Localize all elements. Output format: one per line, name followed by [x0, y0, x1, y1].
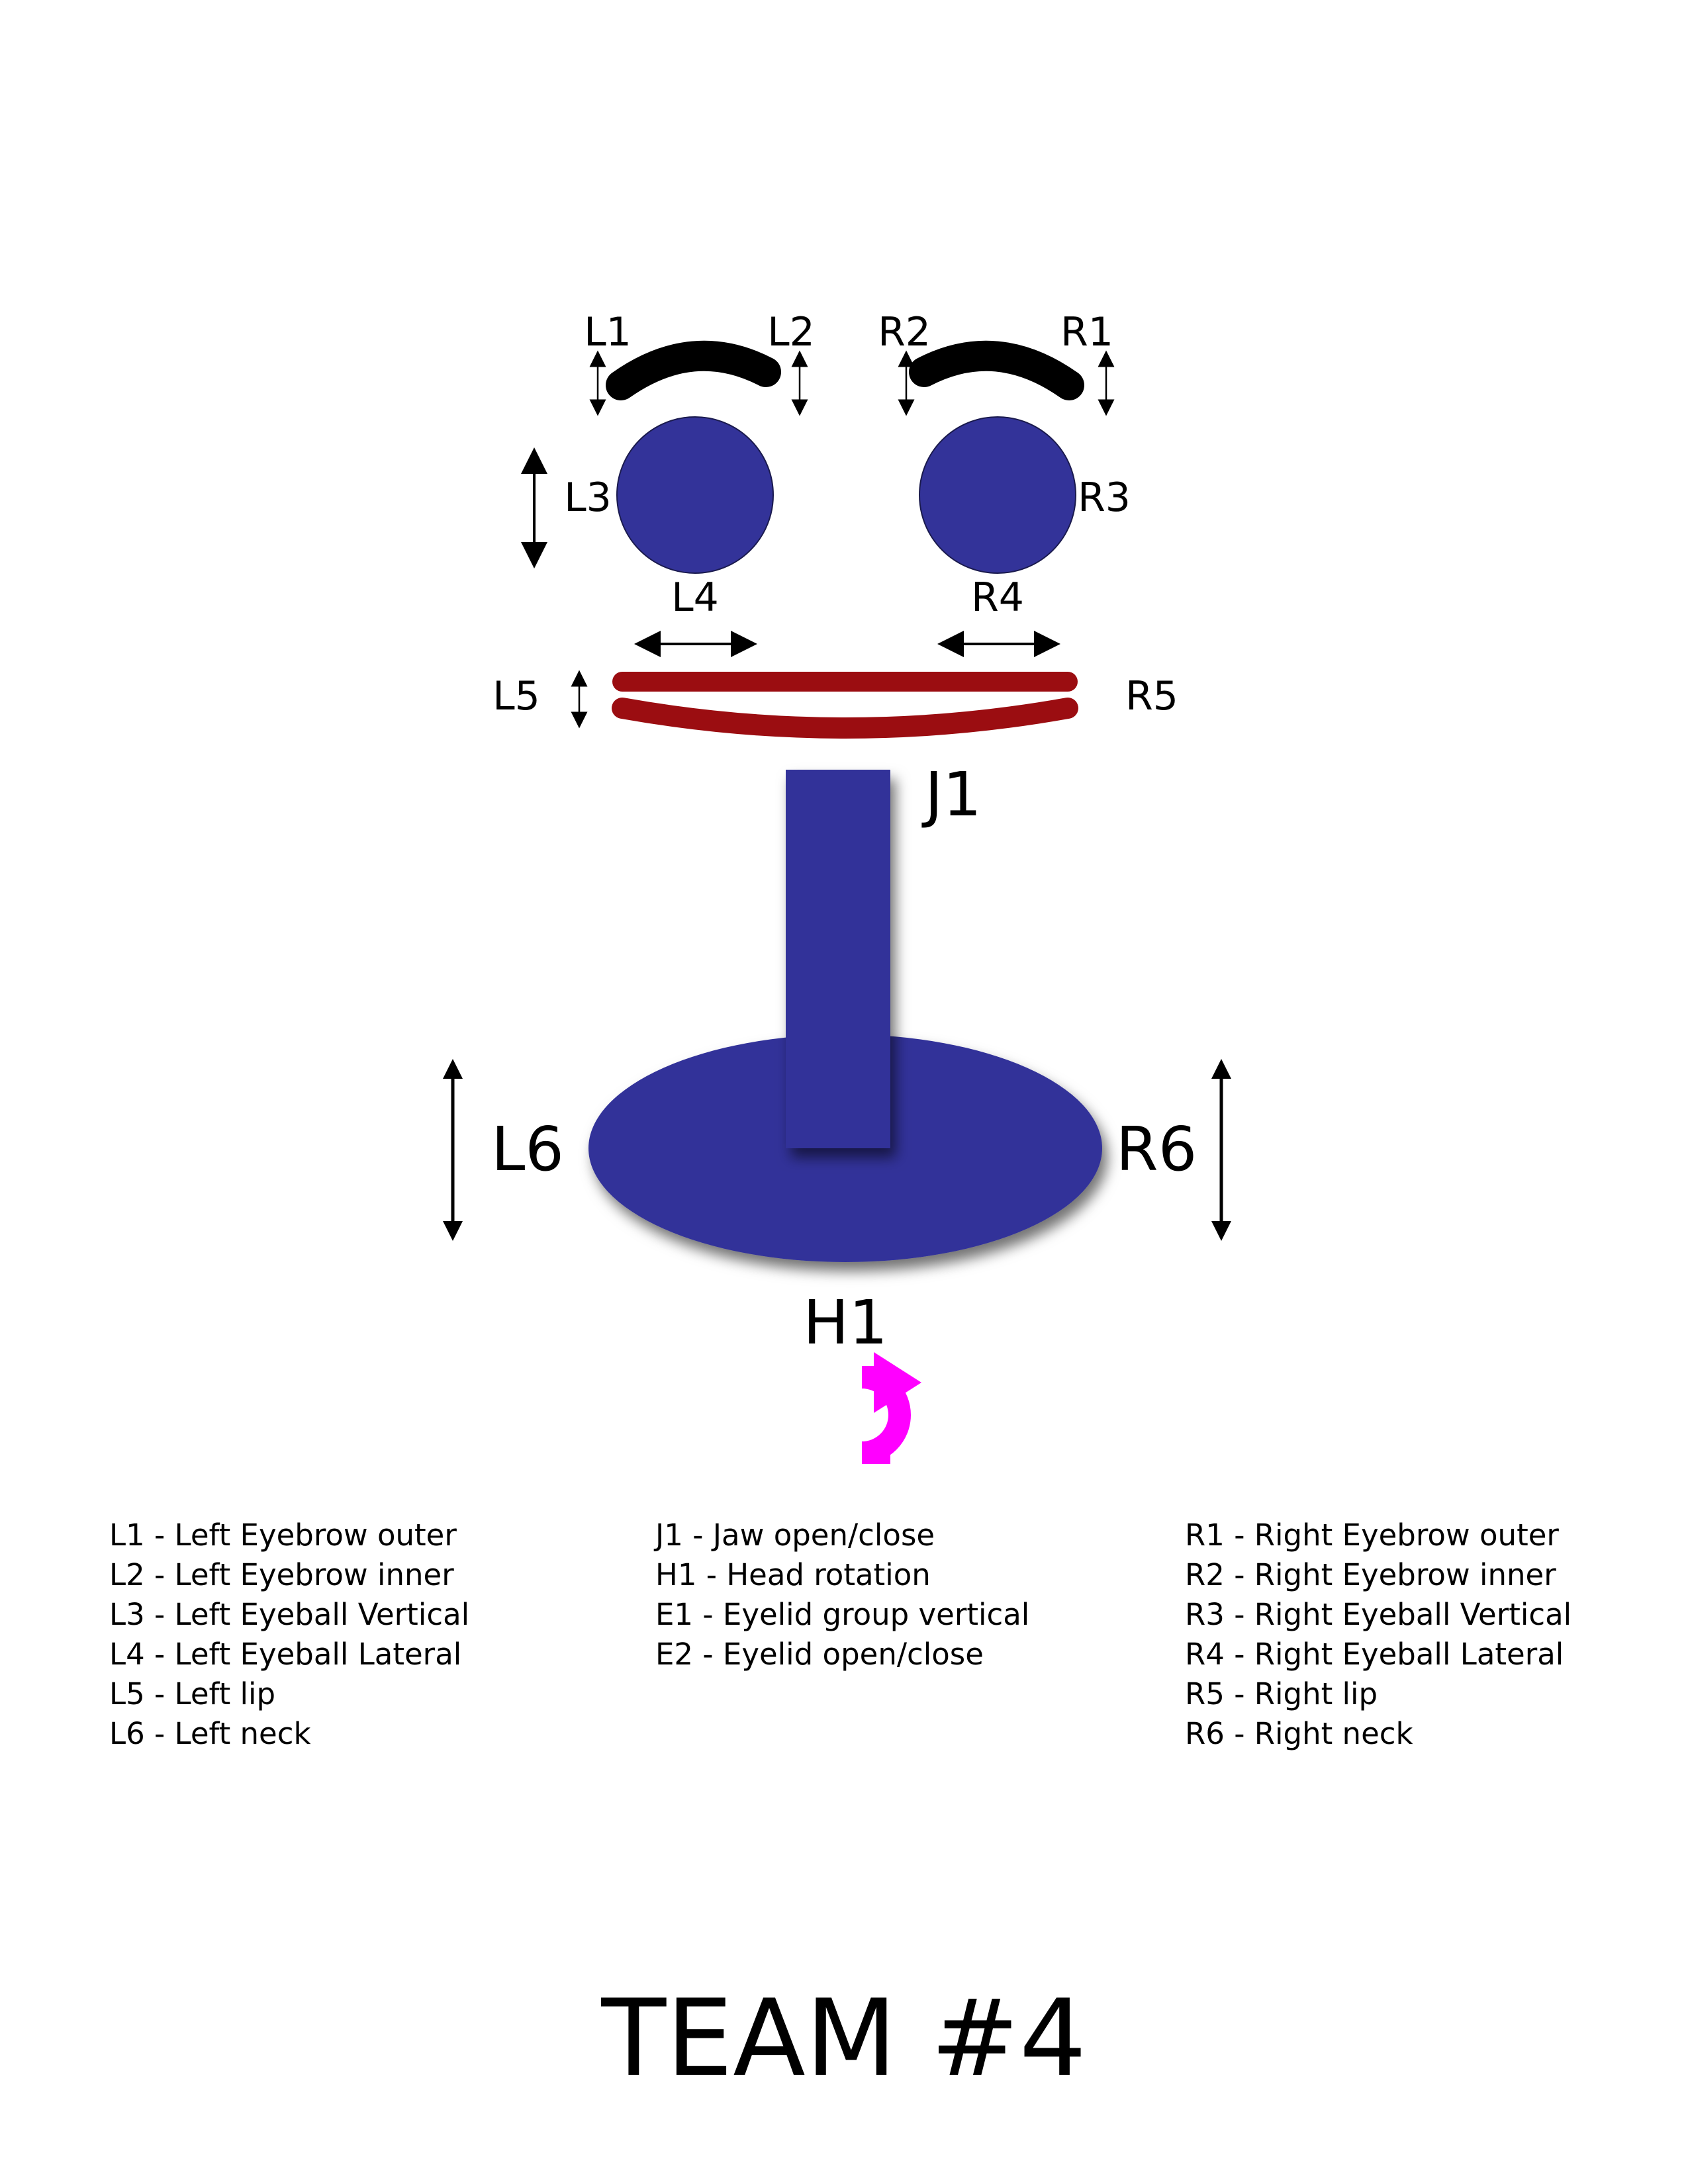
- jaw-bar: [786, 770, 890, 1148]
- label-R5: R5: [1125, 673, 1178, 719]
- legend-center-column: J1 - Jaw open/close H1 - Head rotation E…: [655, 1516, 1029, 1674]
- legend-item: E2 - Eyelid open/close: [655, 1637, 984, 1672]
- label-L4: L4: [671, 574, 719, 621]
- legend-item: L2 - Left Eyebrow inner: [109, 1557, 454, 1592]
- legend-item: R5 - Right lip: [1185, 1676, 1378, 1711]
- legend-item: R2 - Right Eyebrow inner: [1185, 1557, 1556, 1592]
- label-R1: R1: [1060, 309, 1113, 355]
- team-title: TEAM #4: [601, 1976, 1087, 2100]
- legend-item: R4 - Right Eyeball Lateral: [1185, 1637, 1564, 1672]
- legend-item: R6 - Right neck: [1185, 1716, 1413, 1751]
- left-eyebrow: [606, 340, 781, 400]
- legend-item: R3 - Right Eyeball Vertical: [1185, 1597, 1572, 1632]
- right-eyeball: [919, 416, 1076, 574]
- lower-lip: [612, 698, 1078, 739]
- legend-item: H1 - Head rotation: [655, 1557, 931, 1592]
- legend-item: J1 - Jaw open/close: [655, 1518, 935, 1553]
- label-L2: L2: [767, 309, 815, 355]
- legend-item: L3 - Left Eyeball Vertical: [109, 1597, 470, 1632]
- label-L3: L3: [564, 475, 612, 521]
- label-J1: J1: [921, 759, 982, 830]
- legend-item: L6 - Left neck: [109, 1716, 311, 1751]
- label-H1: H1: [803, 1287, 888, 1358]
- label-R2: R2: [878, 309, 931, 355]
- legend-item: E1 - Eyelid group vertical: [655, 1597, 1030, 1632]
- legend-item: L4 - Left Eyeball Lateral: [109, 1637, 462, 1672]
- legend-item: L5 - Left lip: [109, 1676, 276, 1711]
- label-R3: R3: [1078, 475, 1131, 521]
- legend-item: L1 - Left Eyebrow outer: [109, 1518, 457, 1553]
- head-rotation-arrowhead: [874, 1352, 921, 1413]
- right-eyebrow: [909, 340, 1084, 400]
- legend-item: R1 - Right Eyebrow outer: [1185, 1518, 1559, 1553]
- legend-left-column: L1 - Left Eyebrow outer L2 - Left Eyebro…: [109, 1516, 469, 1754]
- legend-right-column: R1 - Right Eyebrow outer R2 - Right Eyeb…: [1185, 1516, 1571, 1754]
- label-R4: R4: [971, 574, 1024, 621]
- label-L6: L6: [491, 1114, 564, 1185]
- label-L1: L1: [584, 309, 632, 355]
- left-eyeball: [616, 416, 774, 574]
- label-R6: R6: [1116, 1114, 1197, 1185]
- label-L5: L5: [492, 673, 540, 719]
